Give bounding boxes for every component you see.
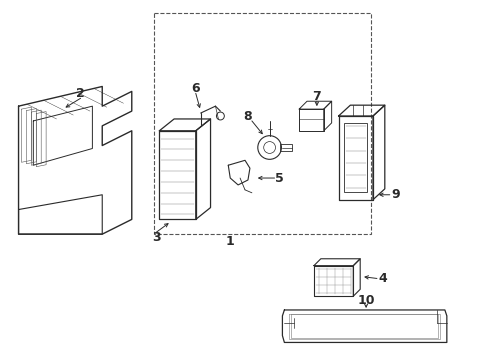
Bar [154,13,371,234]
Text: 9: 9 [392,188,400,201]
Text: 7: 7 [313,90,321,103]
Text: 8: 8 [244,109,252,122]
Text: 1: 1 [226,235,235,248]
Bar [280,144,292,152]
Text: 4: 4 [378,272,387,285]
Text: 6: 6 [192,82,200,95]
Text: 3: 3 [152,231,161,244]
Text: 10: 10 [357,294,375,307]
Text: 2: 2 [76,87,85,100]
Bar [344,123,367,192]
Text: 5: 5 [275,171,284,185]
